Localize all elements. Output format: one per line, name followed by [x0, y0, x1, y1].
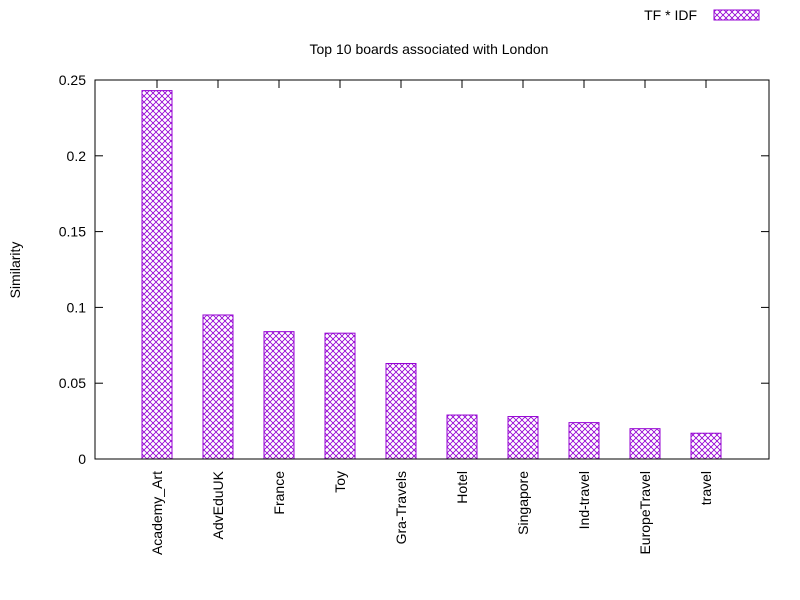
legend-swatch [713, 9, 760, 21]
bar [141, 90, 173, 460]
x-tick-label: Academy_Art [149, 471, 165, 555]
x-tick-label: Hotel [454, 471, 470, 504]
y-tick-label: 0.15 [59, 224, 86, 240]
bar [629, 428, 661, 460]
y-tick-label: 0.1 [67, 299, 87, 315]
x-tick-label: Toy [332, 471, 348, 493]
bar [690, 432, 722, 460]
legend-label: TF * IDF [644, 7, 697, 23]
y-tick-label: 0.2 [67, 148, 87, 164]
x-tick-label: France [271, 471, 287, 515]
plot-frame [94, 79, 770, 460]
bar [568, 422, 600, 460]
x-tick-label: Ind-travel [576, 471, 592, 529]
x-tick-label: AdvEduUK [210, 470, 226, 539]
y-axis-label: Similarity [7, 242, 23, 299]
y-tick-labels: 0 0.05 0.1 0.15 0.2 0.25 [59, 72, 86, 467]
x-tick-label: EuropeTravel [637, 471, 653, 555]
x-tick-label: Singapore [515, 471, 531, 535]
axis-ticks [95, 79, 769, 460]
x-tick-label: Gra-Travels [393, 471, 409, 544]
y-tick-label: 0 [78, 451, 86, 467]
y-tick-label: 0.25 [59, 72, 86, 88]
bar [507, 416, 539, 460]
bar [263, 331, 295, 460]
bar [324, 332, 356, 460]
y-tick-label: 0.05 [59, 375, 86, 391]
chart-title: Top 10 boards associated with London [310, 41, 549, 57]
bars [141, 90, 722, 460]
bar [446, 414, 478, 460]
legend: TF * IDF [644, 7, 760, 23]
bar [385, 362, 417, 460]
bar [202, 314, 234, 460]
x-tick-label: travel [698, 471, 714, 505]
x-tick-labels: Academy_Art AdvEduUK France Toy Gra-Travels H… [149, 470, 714, 555]
